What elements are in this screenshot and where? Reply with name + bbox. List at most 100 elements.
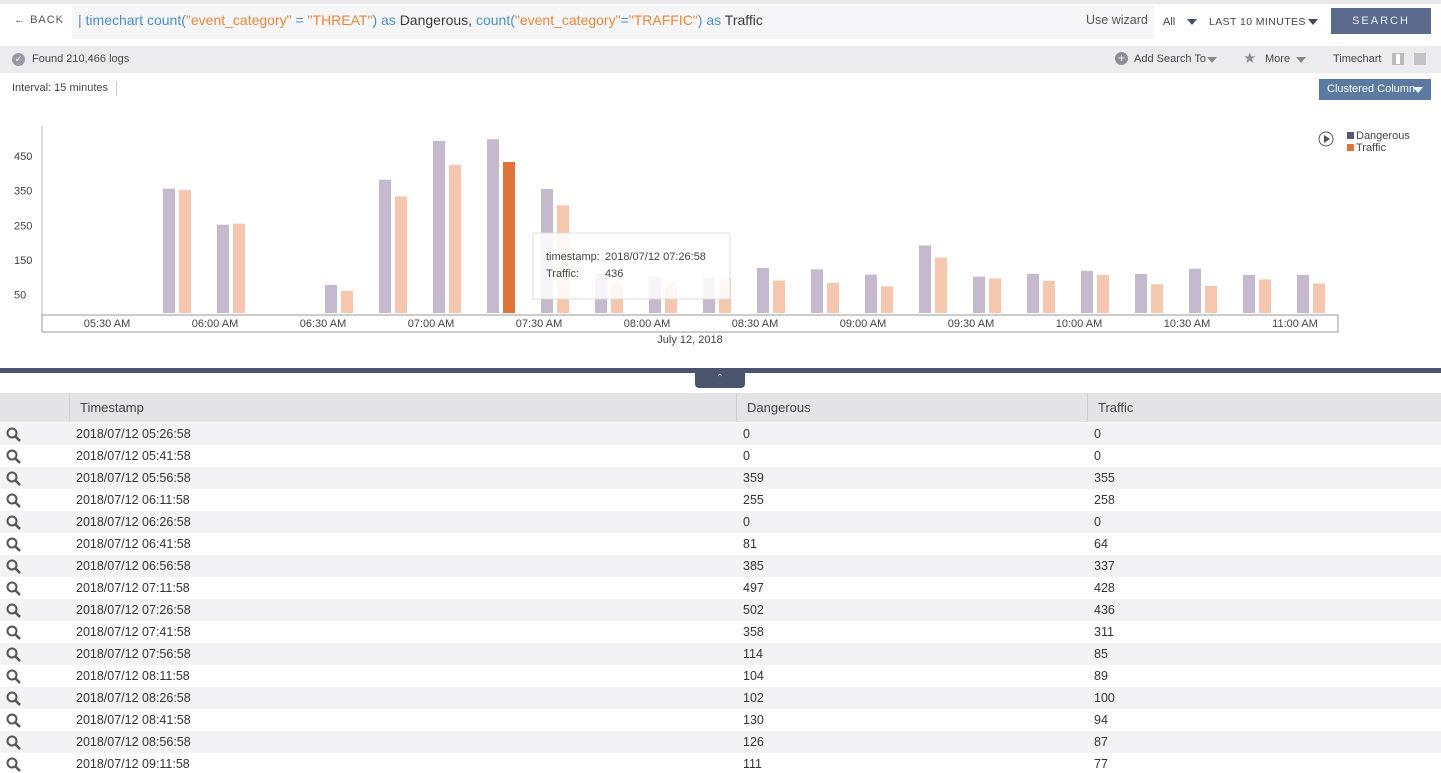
bar: [773, 280, 785, 313]
search-button[interactable]: SEARCH: [1331, 8, 1431, 34]
query-token: =: [291, 12, 308, 28]
y-tick-label: 150: [14, 255, 32, 267]
x-tick-label: 06:00 AM: [192, 318, 238, 330]
magnifier-icon[interactable]: [6, 537, 22, 553]
x-tick-label: 07:00 AM: [408, 318, 454, 330]
magnifier-icon[interactable]: [6, 471, 22, 487]
magnifier-icon[interactable]: [6, 647, 22, 663]
magnifier-lens: [6, 669, 18, 681]
bar: [395, 196, 407, 313]
magnifier-lens: [6, 493, 18, 505]
query-token: count(: [475, 12, 515, 28]
bar: [757, 267, 769, 313]
magnifier-icon[interactable]: [6, 559, 22, 575]
magnifier-handle: [14, 501, 21, 508]
table-cell: 114: [743, 647, 763, 661]
split-view-icon[interactable]: [1392, 53, 1404, 65]
magnifier-handle: [14, 633, 21, 640]
more-menu[interactable]: More: [1265, 53, 1291, 65]
bar: [325, 284, 337, 313]
tooltip-key: timestamp:: [546, 251, 600, 263]
table-row: 2018/07/12 09:11:58 111 77: [0, 753, 1441, 773]
query-input[interactable]: | timechart count("event_category" = "TH…: [72, 5, 1154, 39]
table-row: 2018/07/12 06:41:58 81 64: [0, 533, 1441, 555]
collapse-handle[interactable]: ⌃: [695, 372, 745, 388]
magnifier-lens: [6, 713, 18, 725]
table-cell: 0: [743, 515, 750, 529]
table-cell: 104: [743, 669, 764, 683]
table-row: 2018/07/12 05:26:58 0 0: [0, 423, 1441, 445]
table-cell: 2018/07/12 09:11:58: [76, 757, 190, 771]
add-search[interactable]: Add Search To: [1134, 53, 1206, 65]
bar: [1297, 274, 1309, 313]
bar: [1043, 280, 1055, 313]
magnifier-icon[interactable]: [6, 581, 22, 597]
magnifier-icon[interactable]: [6, 449, 22, 465]
check-icon: ✓: [12, 53, 25, 66]
table-cell: 2018/07/12 08:26:58: [76, 691, 191, 705]
magnifier-lens: [6, 471, 18, 483]
magnifier-icon[interactable]: [6, 757, 22, 773]
y-tick-label: 350: [14, 186, 32, 198]
x-tick-label: 10:30 AM: [1164, 318, 1210, 330]
chart-style: Clustered Column: [1327, 83, 1416, 95]
bar: [1189, 268, 1201, 313]
chart-style-button[interactable]: Clustered Column: [1319, 79, 1431, 100]
chart: 50 150 250 350 450 05:30 AM 06:00 AM 06:30 AM 07…: [14, 126, 1410, 346]
column-divider: [1087, 393, 1088, 422]
table-cell: 358: [743, 625, 764, 639]
x-tick-label: 11:00 AM: [1272, 318, 1318, 330]
table-cell: 0: [743, 427, 750, 441]
magnifier-icon[interactable]: [6, 735, 22, 751]
time-range[interactable]: LAST 10 MINUTES: [1209, 16, 1306, 28]
y-tick-label: 450: [14, 151, 32, 163]
magnifier-handle: [14, 435, 21, 442]
table-cell: 0: [1094, 515, 1101, 529]
legend-play-icon: [1318, 131, 1334, 147]
table-row: 2018/07/12 05:56:58 359 355: [0, 467, 1441, 489]
tooltip-value: 436: [605, 268, 623, 280]
full-view-icon[interactable]: [1414, 53, 1426, 65]
column-divider: [736, 393, 737, 422]
magnifier-icon[interactable]: [6, 691, 22, 707]
table-cell: 2018/07/12 07:26:58: [76, 603, 191, 617]
magnifier-lens: [6, 647, 18, 659]
bar: [827, 282, 839, 313]
table-cell: 130: [743, 713, 764, 727]
table-row: 2018/07/12 06:56:58 385 337: [0, 555, 1441, 577]
scope-select[interactable]: All: [1163, 16, 1176, 28]
magnifier-icon[interactable]: [6, 515, 22, 531]
divider[interactable]: [0, 368, 1441, 373]
magnifier-icon[interactable]: [6, 493, 22, 509]
table-cell: 2018/07/12 08:11:58: [76, 669, 190, 683]
magnifier-handle: [14, 765, 21, 772]
magnifier-icon[interactable]: [6, 625, 22, 641]
magnifier-icon[interactable]: [6, 669, 22, 685]
legend-label: Traffic: [1356, 142, 1386, 154]
query-token: "event_category": [514, 12, 621, 28]
x-axis-band: [41, 314, 1339, 333]
table-cell: 77: [1094, 757, 1108, 771]
table-row: 2018/07/12 08:41:58 130 94: [0, 709, 1441, 731]
magnifier-handle: [14, 655, 21, 662]
magnifier-icon[interactable]: [6, 427, 22, 443]
bar: [1027, 273, 1039, 313]
x-tick-label: 07:30 AM: [516, 318, 562, 330]
magnifier-icon[interactable]: [6, 603, 22, 619]
table-cell: 64: [1094, 537, 1108, 551]
bar: [1243, 274, 1255, 313]
magnifier-lens: [6, 449, 18, 461]
magnifier-handle: [14, 677, 21, 684]
use-wizard[interactable]: Use wizard: [1086, 13, 1148, 27]
view-label: Timechart: [1333, 53, 1382, 65]
magnifier-lens: [6, 691, 18, 703]
table-cell: 2018/07/12 08:56:58: [76, 735, 191, 749]
table-header: [0, 393, 1441, 422]
dropdown-arrow: [1413, 87, 1423, 93]
back-button[interactable]: ← BACK: [14, 14, 65, 26]
plus-icon: +: [1115, 52, 1128, 65]
magnifier-handle: [14, 699, 21, 706]
magnifier-lens: [6, 735, 18, 747]
bar: [989, 278, 1001, 313]
magnifier-icon[interactable]: [6, 713, 22, 729]
